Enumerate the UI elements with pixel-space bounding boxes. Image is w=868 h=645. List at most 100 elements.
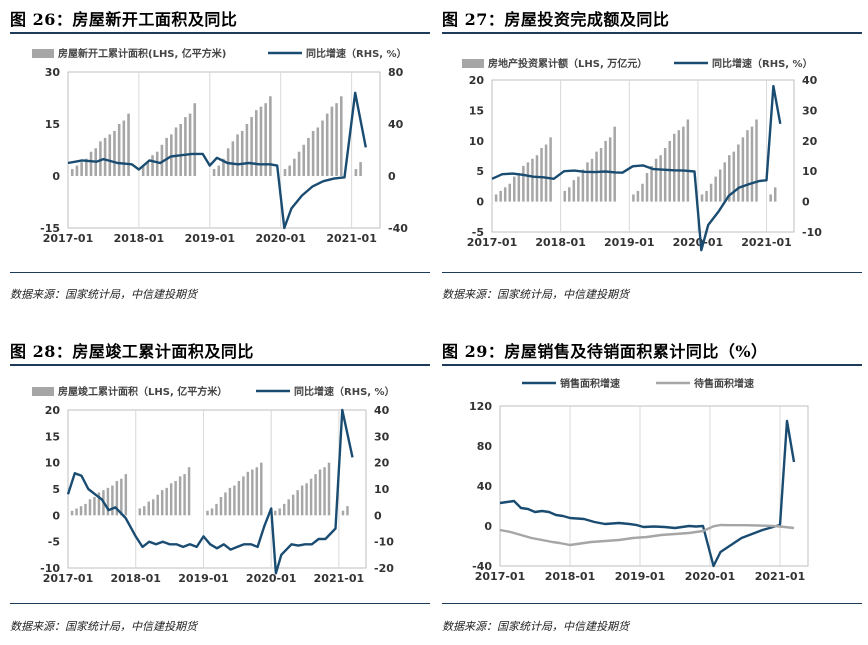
y-left-tick-label: 30: [45, 66, 61, 79]
x-tick-label: 2021-01: [326, 232, 377, 245]
bar: [99, 141, 102, 176]
y-right-tick-label: 0: [802, 196, 810, 209]
y-left-tick-label: 80: [477, 440, 493, 453]
source-note: 数据来源：国家统计局，中信建投期货: [10, 620, 197, 633]
bar: [503, 187, 507, 202]
legend-label: 房屋竣工累计面积（LHS, 亿平方米）: [58, 385, 227, 398]
y-right-tick-label: 30: [802, 104, 818, 117]
chart-28: 房屋竣工累计面积（LHS, 亿平方米） 同比增速（RHS, %） 2017-01 20…: [32, 385, 395, 585]
bar: [259, 106, 263, 176]
source-note: 数据来源：国家统计局，中信建投期货: [442, 620, 629, 633]
bar: [245, 124, 249, 176]
bar: [115, 480, 119, 516]
x-tick-label: 2019-01: [604, 236, 655, 249]
bar: [187, 467, 191, 516]
bar: [113, 130, 116, 176]
bar: [718, 169, 722, 202]
bar: [233, 485, 236, 516]
bar: [311, 130, 315, 176]
y-right-tick-label: 10: [374, 483, 390, 496]
y-left-tick-label: -40: [472, 560, 492, 573]
y-right-tick-label: 40: [802, 74, 818, 87]
bar: [599, 148, 603, 202]
bar: [287, 499, 290, 516]
bar: [215, 503, 218, 516]
x-tick-label: 2019-01: [178, 572, 229, 585]
bar: [673, 133, 676, 202]
bar: [549, 137, 552, 202]
bar: [108, 134, 112, 176]
bar: [590, 158, 594, 202]
bar: [237, 480, 241, 516]
bar: [517, 173, 521, 202]
bar: [106, 487, 110, 516]
bar: [654, 158, 658, 202]
x-tick-label: 2017-01: [467, 236, 518, 249]
x-tick-label: 2019-01: [185, 232, 236, 245]
bar: [236, 134, 239, 176]
legend-bar-swatch: [32, 49, 54, 58]
y-left-tick-label: -5: [48, 536, 60, 549]
series-line: [491, 84, 782, 252]
bar: [613, 126, 616, 202]
bar: [732, 151, 736, 202]
legend-label: 房地产投资累计额（LHS, 万亿元）: [488, 57, 647, 70]
bottom-rule: [10, 272, 430, 273]
y-left-tick-label: 10: [45, 457, 61, 470]
bar: [228, 487, 232, 516]
x-tick-label: 2020-01: [673, 236, 724, 249]
legend-bar-swatch: [32, 387, 54, 396]
y-left-tick-label: 5: [476, 165, 484, 178]
y-right-tick-label: -20: [374, 562, 394, 575]
bar: [111, 485, 114, 516]
bar: [608, 137, 612, 202]
bar: [522, 165, 525, 202]
bar: [705, 190, 708, 202]
y-left-tick-label: 5: [52, 483, 60, 496]
y-right-tick-label: 0: [374, 509, 382, 522]
bar: [750, 126, 754, 202]
bar: [494, 194, 498, 202]
y-left-tick-label: 20: [45, 404, 61, 417]
bar: [80, 162, 83, 176]
bar: [124, 474, 128, 516]
source-note: 数据来源：国家统计局，中信建投期货: [10, 288, 197, 301]
panel-title: 图 26：房屋新开工面积及同比: [10, 10, 238, 29]
bar: [264, 103, 267, 176]
bar: [650, 165, 653, 202]
bar: [746, 130, 749, 202]
bar: [773, 187, 777, 202]
bar: [212, 169, 216, 176]
bar: [88, 499, 92, 516]
bar: [79, 506, 83, 516]
x-tick-label: 2020-01: [685, 570, 736, 583]
bar: [255, 110, 258, 176]
y-left-tick-label: -10: [40, 562, 60, 575]
series-line: [499, 523, 795, 547]
chart-29: 销售面积增速 待售面积增速 2017-01 2018-01 2019-01 2020-01…: [469, 377, 809, 583]
bar: [250, 117, 253, 176]
bar: [354, 169, 358, 176]
bar: [146, 162, 150, 176]
bar: [120, 478, 123, 516]
bar: [330, 106, 334, 176]
bar: [318, 469, 322, 516]
bar: [544, 144, 548, 202]
bar: [184, 117, 187, 176]
panel-26: 图 26：房屋新开工面积及同比 房屋新开工累计面积(LHS, 亿平方米) 同比增速…: [10, 6, 430, 306]
bar: [251, 469, 254, 516]
bar: [586, 162, 589, 202]
bar: [282, 503, 286, 516]
y-left-tick-label: 15: [45, 118, 60, 131]
y-left-tick-label: 0: [52, 170, 60, 183]
legend-label: 房屋新开工累计面积(LHS, 亿平方米): [58, 47, 226, 60]
bar: [165, 137, 168, 176]
x-tick-label: 2018-01: [545, 570, 596, 583]
bar: [741, 137, 745, 202]
bar: [165, 487, 168, 516]
x-tick-label: 2018-01: [535, 236, 586, 249]
bar: [174, 127, 178, 176]
y-left-tick-label: 0: [484, 520, 492, 533]
bar: [160, 490, 164, 516]
bar: [346, 506, 349, 516]
